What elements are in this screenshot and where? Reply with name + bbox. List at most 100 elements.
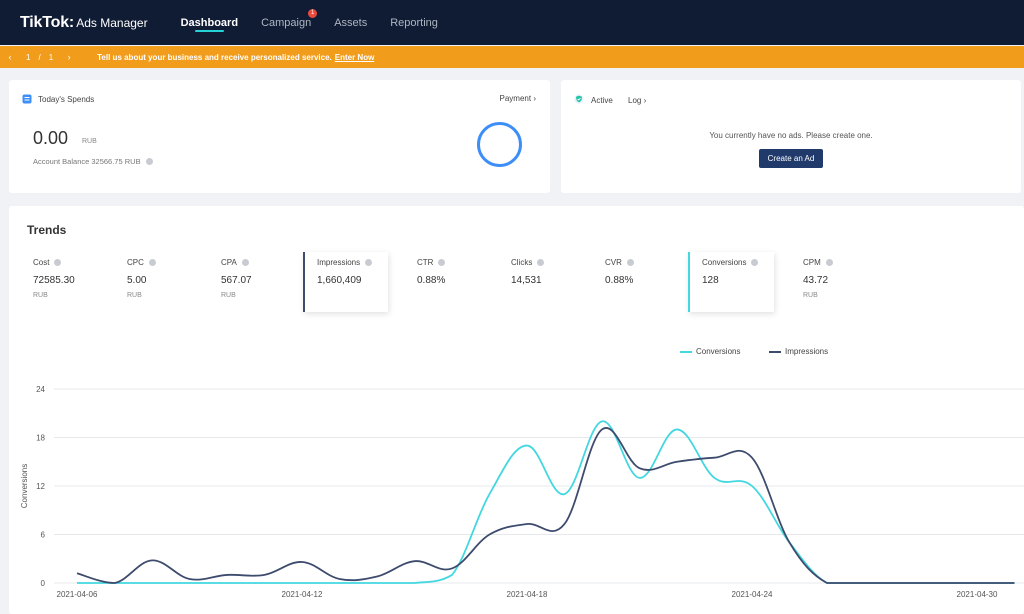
legend-label: Conversions [696,347,741,356]
y-tick-label: 24 [36,385,45,394]
metric-value: 72585.30 [33,275,75,286]
nav-reporting[interactable]: Reporting [390,0,438,45]
spends-currency: RUB [82,138,97,145]
y-axis-label: Conversions [20,464,29,508]
legend-swatch [680,350,692,353]
top-navigation-bar: TikTok : Ads Manager Dashboard Campaign … [0,0,1024,45]
trends-line-chart: 0 6 12 18 24 Conversions 2021-04-06 2021-04-12 2… [20,385,1024,599]
help-icon[interactable] [145,158,153,165]
nav-campaign[interactable]: Campaign 1 [261,0,318,45]
account-balance-text: Account Balance 32566.75 RUB [33,157,141,166]
metric-cvr-label: CVR [605,258,622,267]
metric-cpc[interactable]: CPC 5.00 RUB [115,252,205,312]
enter-now-link[interactable]: Enter Now [334,52,375,62]
metric-label: Conversions [702,258,759,267]
announcement-text: Tell us about your business and receive … [97,52,332,62]
metric-value: 0.88% [417,275,446,286]
nav-dashboard-label: Dashboard [180,16,239,29]
metric-impressions-label: Impressions [317,258,361,267]
metric-value: 128 [702,275,719,286]
announcement-bar: ‹ 1 / 1 › Tell us about your business an… [0,46,1024,68]
y-tick-label: 12 [36,482,45,491]
chevron-left-icon[interactable]: ‹ [8,52,12,62]
help-icon[interactable] [438,259,446,266]
legend-label: Impressions [785,347,829,356]
help-icon[interactable] [148,259,156,266]
metric-value: 1,660,409 [317,275,362,286]
notification-badge: 1 [308,9,318,18]
metric-cpc-label: CPC [127,258,144,267]
metric-ctr[interactable]: CTR 0.88% [405,252,495,312]
tiktok-ads-manager-logo[interactable]: TikTok : Ads Manager [20,14,148,32]
metric-clicks-label: Clicks [511,258,533,267]
chevron-right-icon: › [533,94,536,103]
metric-impressions[interactable]: Impressions 1,660,409 [303,252,388,312]
y-tick-label: 0 [41,579,46,588]
y-tick-label: 6 [41,531,46,540]
trends-card: Trends Cost 72585.30 RUB CPC 5.00 RUB CP… [9,206,1024,614]
nav-assets-label: Assets [334,16,368,29]
spends-value: 0.00 [33,128,69,148]
help-icon[interactable] [626,259,634,266]
nav-reporting-label: Reporting [390,16,438,29]
metric-clicks[interactable]: Clicks 14,531 [499,252,589,312]
pager-total: 1 [48,52,54,62]
metric-label: Impressions [317,258,373,267]
metric-value: 43.72 [803,275,829,286]
active-ads-card: Active Log › You currently have no ads. … [561,80,1021,193]
x-tick-label: 2021-04-12 [282,590,323,599]
metric-label: CPA [221,258,249,267]
help-icon[interactable] [537,259,545,266]
metric-value: 14,531 [511,275,542,286]
metric-ctr-label: CTR [417,258,434,267]
metric-value: 5.00 [127,275,147,286]
metric-cpa[interactable]: CPA 567.07 RUB [209,252,299,312]
y-tick-label: 18 [36,434,45,443]
help-icon[interactable] [54,259,62,266]
log-link-label: Log [628,96,642,105]
wallet-icon [22,94,32,104]
metric-cost-label: Cost [33,258,50,267]
account-balance: Account Balance 32566.75 RUB [33,157,153,166]
legend-conversions[interactable]: Conversions [680,347,740,356]
todays-spends-title: Today's Spends [38,95,95,104]
help-icon[interactable] [825,259,833,266]
series-line-conversions [77,420,1015,584]
active-status-label: Active [591,96,613,105]
metric-unit: RUB [221,292,236,299]
x-tick-label: 2021-04-30 [957,590,998,599]
trends-title: Trends [27,223,67,237]
nav-assets[interactable]: Assets [334,0,367,45]
help-icon[interactable] [751,259,759,266]
metric-unit: RUB [33,292,48,299]
chevron-right-icon: › [643,96,647,105]
payment-link[interactable]: Payment › [500,94,536,103]
create-an-ad-button[interactable]: Create an Ad [759,149,823,168]
no-ads-message: You currently have no ads. Please create… [709,131,873,140]
logo-text: TikTok [20,13,69,31]
metric-unit: RUB [127,292,142,299]
log-link[interactable]: Log › [628,96,646,105]
nav-dashboard[interactable]: Dashboard [181,0,238,45]
logo-subtitle: Ads Manager [76,15,148,30]
x-tick-label: 2021-04-06 [57,590,98,599]
chevron-right-icon[interactable]: › [67,52,71,62]
metric-cvr[interactable]: CVR 0.88% [593,252,683,312]
legend-impressions[interactable]: Impressions [769,347,828,356]
spend-progress-ring [477,122,522,167]
legend-swatch [769,350,781,353]
payment-link-label: Payment [499,94,532,103]
logo-separator: : [68,13,75,31]
metric-conversions[interactable]: Conversions 128 [688,252,774,312]
announcement-pager: 1 / 1 [26,53,53,62]
metric-label: CPM [803,258,833,267]
metric-cost[interactable]: Cost 72585.30 RUB [21,252,111,312]
metric-label: CVR [605,258,634,267]
help-icon[interactable] [241,259,249,266]
help-icon[interactable] [365,259,373,266]
metric-cpa-label: CPA [221,258,237,267]
metric-label: CTR [417,258,446,267]
metric-value: 567.07 [221,275,252,286]
todays-spends-card: Today's Spends Payment › 0.00 RUB Accoun… [9,80,550,193]
metric-cpm[interactable]: CPM 43.72 RUB [791,252,881,312]
